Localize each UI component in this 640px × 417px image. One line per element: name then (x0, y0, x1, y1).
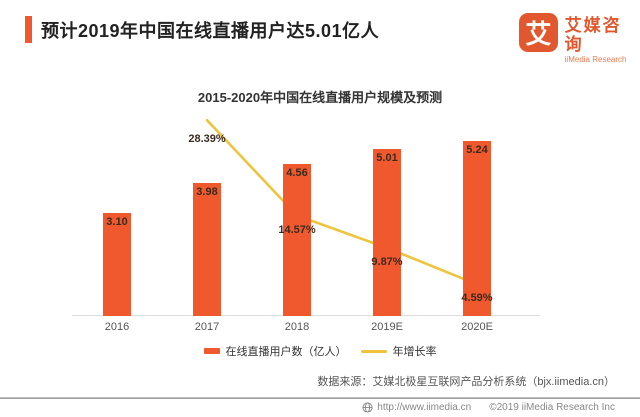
footer: http://www.iimedia.cn ©2019 iiMedia Rese… (362, 402, 615, 413)
bar-2017: 3.98 (193, 183, 221, 316)
logo-glyph: 艾 (525, 19, 552, 49)
footer-url[interactable]: http://www.iimedia.cn (377, 402, 472, 413)
x-axis-label-2019E: 2019E (371, 321, 403, 333)
legend-line-swatch (360, 349, 387, 353)
growth-rate-line-layer (205, 118, 479, 286)
legend-bar-label: 在线直播用户数（亿人） (225, 346, 347, 358)
x-axis-label-2017: 2017 (194, 321, 220, 333)
bar-2020E: 5.24 (463, 141, 491, 316)
chart-legend: 在线直播用户数（亿人） 年增长率 (0, 343, 640, 359)
growth-rate-label: 9.87% (371, 255, 403, 268)
x-axis-label-2018: 2018 (284, 321, 310, 333)
x-axis-label-2016: 2016 (104, 321, 130, 333)
growth-rate-label: 28.39% (188, 133, 226, 146)
footer-copyright: ©2019 iiMedia Research Inc (489, 402, 615, 413)
legend-bar-swatch (203, 348, 220, 354)
growth-rate-label: 4.59% (461, 292, 493, 305)
bar-value-label: 4.56 (286, 167, 308, 179)
iimedia-logo-icon: 艾 (519, 13, 558, 52)
chart-title: 2015-2020年中国在线直播用户规模及预测 (197, 90, 443, 105)
logo-brand-subname: iiMedia Research (564, 55, 627, 64)
footer-divider (0, 397, 640, 399)
bar-2018: 4.56 (283, 164, 311, 316)
header-accent-bar (25, 16, 32, 43)
globe-icon (362, 402, 373, 413)
x-axis-label-2020E: 2020E (461, 321, 493, 333)
bar-value-label: 3.98 (196, 186, 218, 199)
page-title: 预计2019年中国在线直播用户达5.01亿人 (41, 21, 380, 41)
growth-rate-label: 14.57% (278, 223, 316, 236)
bar-value-label: 5.01 (376, 152, 398, 164)
legend-line-label: 年增长率 (392, 346, 437, 358)
growth-rate-line (205, 118, 479, 286)
bar-value-label: 3.10 (106, 215, 128, 228)
bar-value-label: 5.24 (466, 144, 488, 157)
logo-brand-name: 艾媒咨询 (564, 16, 622, 54)
brand-logo: 艾 艾媒咨询 iiMedia Research (519, 13, 640, 64)
logo-wordmark: 艾媒咨询 iiMedia Research (565, 13, 640, 64)
bar-2016: 3.10 (103, 212, 131, 316)
bar-2019E: 5.01 (373, 149, 401, 316)
data-source-note: 数据来源：艾媒北极星互联网产品分析系统（bjx.iimedia.cn） (317, 376, 615, 388)
chart-plot-area: 3.10 2016 3.98 2017 4.56 2018 5.01 2019E 5.24 202… (72, 116, 540, 333)
